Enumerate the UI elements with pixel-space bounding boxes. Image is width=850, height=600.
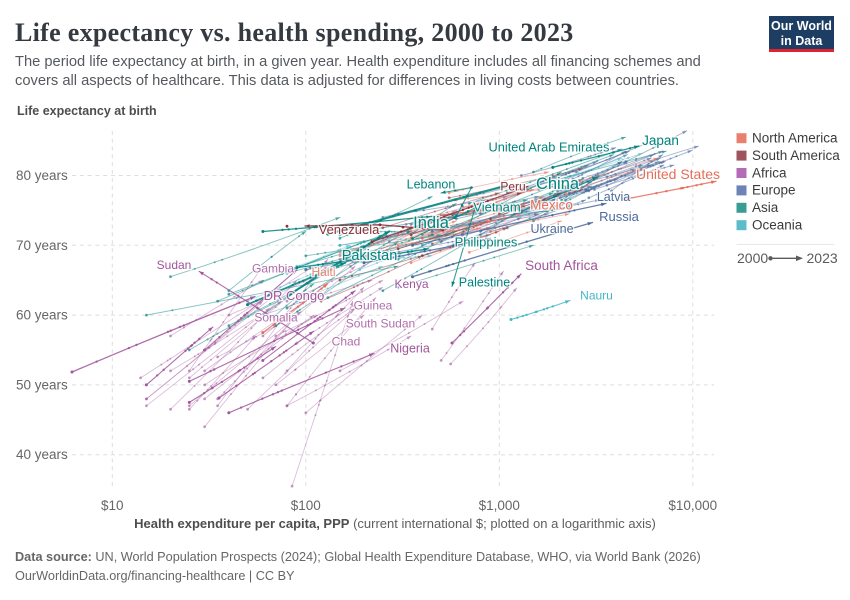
svg-text:United States: United States (636, 166, 720, 182)
svg-text:Ukraine: Ukraine (530, 222, 573, 236)
svg-text:Vietnam: Vietnam (473, 200, 520, 215)
svg-text:Nauru: Nauru (580, 288, 613, 302)
svg-text:South Sudan: South Sudan (346, 316, 415, 330)
svg-text:North America: North America (752, 131, 838, 146)
svg-text:Chad: Chad (332, 334, 361, 348)
svg-text:2023: 2023 (807, 250, 838, 266)
svg-text:Oceania: Oceania (752, 218, 803, 233)
svg-text:India: India (413, 214, 450, 232)
svg-text:Somalia: Somalia (254, 311, 298, 325)
svg-text:Asia: Asia (752, 200, 779, 215)
svg-text:South Africa: South Africa (525, 258, 598, 273)
svg-text:Gambia: Gambia (252, 262, 294, 276)
svg-text:60 years: 60 years (16, 308, 68, 323)
svg-text:Health expenditure per capita,: Health expenditure per capita, PPP (curr… (134, 516, 656, 531)
svg-text:Sudan: Sudan (157, 258, 192, 272)
svg-text:Philippines: Philippines (455, 235, 518, 250)
svg-text:Pakistan: Pakistan (342, 248, 398, 264)
svg-text:Guinea: Guinea (354, 299, 393, 313)
svg-text:$100: $100 (291, 498, 321, 513)
svg-text:Kenya: Kenya (394, 277, 428, 291)
svg-text:Peru: Peru (500, 179, 525, 193)
svg-text:Venezuela: Venezuela (319, 222, 380, 237)
svg-text:Europe: Europe (752, 183, 796, 198)
svg-text:70 years: 70 years (16, 238, 68, 253)
svg-text:2000: 2000 (737, 250, 768, 266)
svg-text:Mexico: Mexico (530, 197, 573, 212)
svg-text:Palestine: Palestine (459, 276, 510, 290)
svg-text:South America: South America (752, 148, 840, 163)
svg-text:Lebanon: Lebanon (407, 178, 456, 192)
svg-text:United Arab Emirates: United Arab Emirates (489, 140, 610, 155)
svg-text:$10,000: $10,000 (668, 498, 717, 513)
svg-text:Haiti: Haiti (311, 265, 335, 279)
svg-text:Nigeria: Nigeria (390, 342, 430, 356)
svg-text:Japan: Japan (642, 133, 679, 148)
svg-text:DR Congo: DR Congo (264, 288, 325, 303)
svg-text:80 years: 80 years (16, 168, 68, 183)
svg-text:$1,000: $1,000 (479, 498, 520, 513)
svg-text:Africa: Africa (752, 165, 787, 180)
svg-text:Latvia: Latvia (597, 190, 630, 204)
svg-text:$10: $10 (101, 498, 124, 513)
svg-text:40 years: 40 years (16, 447, 68, 462)
svg-text:Russia: Russia (599, 209, 640, 224)
svg-text:50 years: 50 years (16, 377, 68, 392)
svg-text:China: China (536, 175, 580, 193)
